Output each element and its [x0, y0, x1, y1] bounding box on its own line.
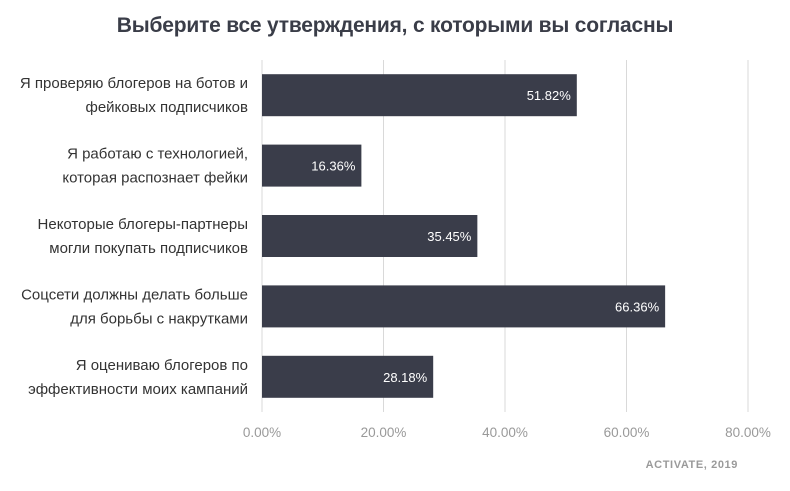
bars: 51.82% 16.36% 35.45% 66.36% 28.18% — [262, 74, 666, 398]
bar — [262, 355, 434, 398]
x-axis-ticks: 0.00% 20.00% 40.00% 60.00% 80.00% — [243, 425, 771, 440]
bar-value-label: 35.45% — [427, 229, 472, 244]
category-label: Соцсети должны делать больше — [21, 286, 248, 303]
x-tick-label: 80.00% — [725, 425, 771, 440]
category-label: Я работаю с технологией, — [67, 146, 248, 163]
bar — [262, 74, 577, 117]
x-tick-label: 20.00% — [361, 425, 407, 440]
category-label: Некоторые блогеры-партнеры — [38, 216, 248, 233]
category-label: фейковых подписчиков — [85, 99, 248, 116]
bar-value-label: 51.82% — [527, 88, 572, 103]
x-tick-label: 60.00% — [604, 425, 650, 440]
bar-value-label: 66.36% — [615, 299, 660, 314]
x-tick-label: 40.00% — [482, 425, 528, 440]
category-label: для борьбы с накрутками — [70, 310, 248, 327]
category-labels: Я проверяю блогеров на ботов и фейковых п… — [20, 75, 248, 398]
category-label: Я проверяю блогеров на ботов и — [20, 75, 248, 92]
bar — [262, 144, 362, 187]
bar — [262, 215, 478, 257]
category-label: эффективности моих кампаний — [28, 381, 248, 398]
category-label: Я оцениваю блогеров по — [76, 357, 248, 374]
source-note: ACTIVATE, 2019 — [645, 459, 738, 471]
chart-title: Выберите все утверждения, с которыми вы … — [116, 14, 674, 37]
bar — [262, 285, 666, 328]
bar-value-label: 28.18% — [383, 370, 428, 385]
category-label: которая распознает фейки — [62, 170, 248, 187]
category-label: могли покупать подписчиков — [49, 240, 248, 257]
x-tick-label: 0.00% — [243, 425, 281, 440]
bar-value-label: 16.36% — [311, 159, 356, 174]
